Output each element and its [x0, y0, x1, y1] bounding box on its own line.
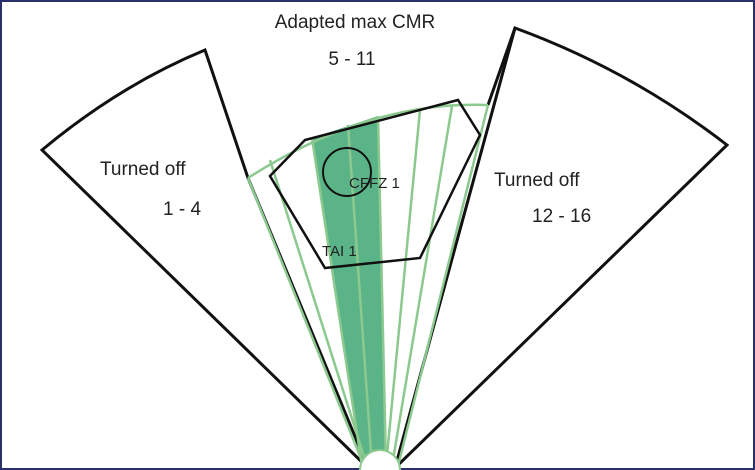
fan-arc [247, 103, 489, 180]
left-range: 1 - 4 [163, 199, 201, 220]
right-edge [486, 27, 517, 106]
polygon-label: TAI 1 [322, 243, 357, 260]
right-range: 12 - 16 [532, 206, 591, 227]
middle-fan [246, 103, 490, 467]
right-title: Turned off [494, 170, 580, 191]
circle-label: CFFZ 1 [349, 175, 400, 192]
active-beam [312, 116, 386, 466]
beam-line [396, 104, 490, 467]
cffz-circle [322, 147, 372, 197]
beam-line [268, 159, 369, 467]
beam-line [376, 115, 388, 467]
beam-line [390, 105, 454, 467]
left-sector [39, 48, 370, 470]
beam-line [310, 137, 364, 467]
beam-line [246, 177, 366, 467]
left-title: Turned off [100, 159, 186, 180]
beam-line [346, 124, 374, 467]
apex [359, 449, 401, 470]
tai-polygon [268, 98, 482, 270]
right-sector [392, 26, 730, 470]
beam-line [384, 109, 422, 467]
middle-range: 5 - 11 [328, 49, 375, 70]
middle-title: Adapted max CMR [275, 12, 436, 33]
